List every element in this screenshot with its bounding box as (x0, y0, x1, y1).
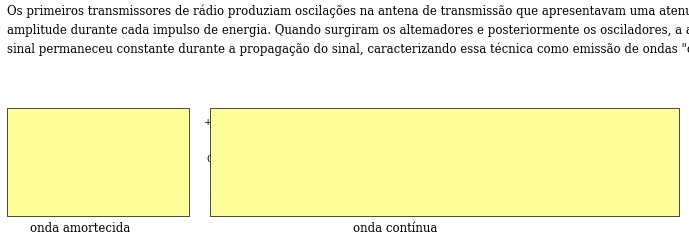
Text: -: - (209, 192, 212, 201)
Text: 0: 0 (206, 155, 212, 164)
Text: Os primeiros transmissores de rádio produziam oscilações na antena de transmissã: Os primeiros transmissores de rádio prod… (7, 5, 689, 56)
Text: +: + (45, 125, 54, 134)
Text: -: - (45, 186, 48, 196)
Text: onda contínua: onda contínua (353, 222, 437, 235)
Text: +: + (204, 118, 212, 127)
Text: onda amortecida: onda amortecida (30, 222, 130, 235)
Text: 0: 0 (45, 155, 52, 164)
